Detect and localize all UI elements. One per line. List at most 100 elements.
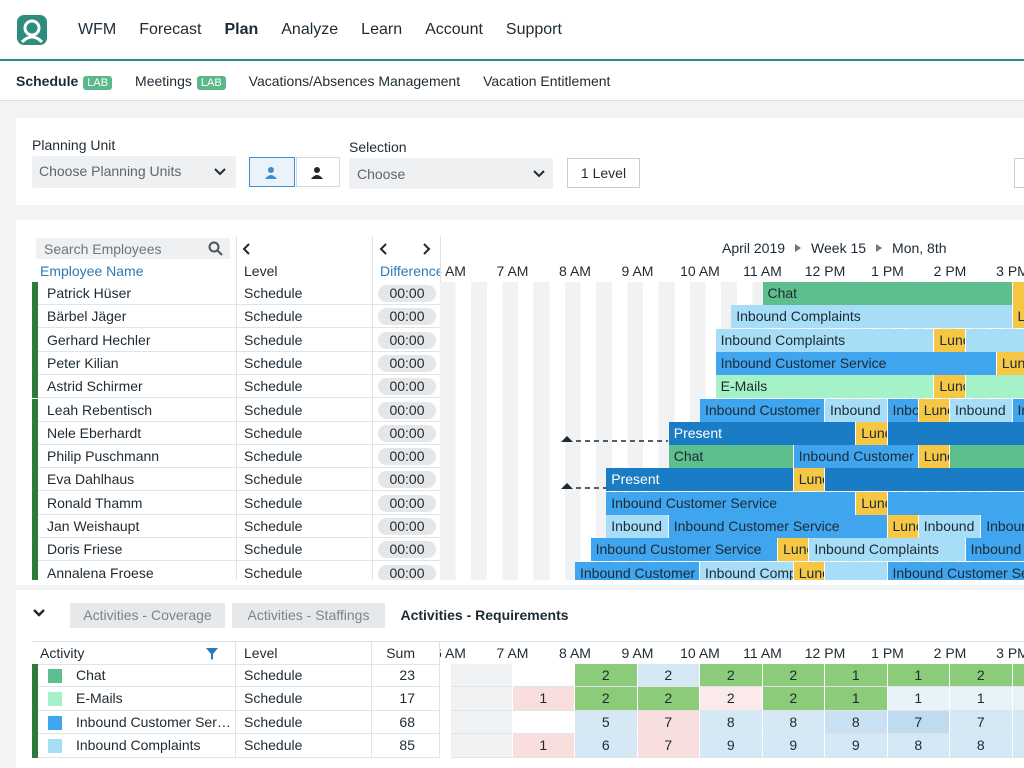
shift-block[interactable]: Lunch <box>996 351 1024 375</box>
sub-tab[interactable]: Schedule LAB <box>16 73 113 90</box>
shift-block[interactable] <box>825 561 888 580</box>
shift-block[interactable]: E-Mails <box>715 375 935 399</box>
shift-block[interactable]: Inbound Complaints <box>731 305 1013 329</box>
shift-block[interactable]: Chat <box>668 445 794 469</box>
requirement-cell: 7 <box>637 734 700 758</box>
shift-block[interactable]: Lunch <box>918 445 950 469</box>
block-label: Lunch <box>783 541 808 558</box>
shift-block[interactable]: Lunch <box>778 538 810 562</box>
shift-block[interactable]: Lunch <box>918 398 950 422</box>
shift-block[interactable]: Inbound Customer Service <box>715 351 997 375</box>
chevron-right[interactable] <box>423 243 431 255</box>
sub-tab[interactable]: Vacations/Absences Management <box>249 73 460 90</box>
tab[interactable]: Activities - Coverage <box>70 603 225 628</box>
level-button[interactable]: 1 Level <box>567 158 640 188</box>
shift-block[interactable]: Inbound <box>887 398 919 422</box>
shift-block[interactable]: Lunch <box>887 515 919 538</box>
nav-item[interactable]: Account <box>425 21 483 38</box>
employee-level: Schedule <box>236 352 372 375</box>
shift-block[interactable]: Inbound Complaints <box>809 538 966 562</box>
tab[interactable]: Activities - Staffings <box>232 603 385 628</box>
shift-block[interactable]: Inbound <box>950 398 1013 422</box>
activity-row: E-Mails Schedule 17 1 2 2 2 2 1 1 1 <box>32 687 1024 711</box>
crumb-item[interactable]: April 2019 <box>722 240 786 256</box>
block-label: Lunch <box>939 331 964 348</box>
shift-block[interactable]: Inbound Customer <box>575 561 700 580</box>
search-icon <box>208 241 223 256</box>
employee-search[interactable]: Search Employees <box>36 238 230 259</box>
shift-block[interactable]: Inbound Customer Service <box>668 515 888 538</box>
nav-item[interactable]: WFM <box>78 21 117 38</box>
shift-block[interactable]: Inbound Customer Service <box>887 561 1024 580</box>
sub-tab[interactable]: Meetings LAB <box>135 73 226 90</box>
shift-block[interactable]: Lunch <box>1012 305 1024 329</box>
tab[interactable]: Activities - Requirements <box>392 603 577 628</box>
shift-block[interactable]: Inbound Complaints <box>715 328 935 352</box>
row-stripe <box>32 664 38 688</box>
cut-button[interactable] <box>1014 158 1024 188</box>
shift-block[interactable] <box>1012 282 1024 305</box>
shift-block[interactable]: Inbound <box>1012 398 1024 422</box>
nav-item[interactable]: Learn <box>361 21 403 38</box>
person-button[interactable] <box>249 157 295 187</box>
activity-cell: Inbound Customer Service <box>38 710 236 735</box>
shift-block[interactable] <box>965 375 1024 399</box>
shift-block[interactable] <box>887 421 1024 445</box>
gantt-row: Chat <box>440 282 1024 305</box>
filter-icon[interactable] <box>206 648 218 660</box>
shift-block[interactable]: Inbound Customer Service <box>606 491 857 515</box>
shift-block[interactable]: Inbound <box>918 515 982 538</box>
nav-item[interactable]: Support <box>505 21 562 38</box>
requirement-cell: 8 <box>825 710 888 735</box>
nav-item[interactable]: Forecast <box>139 21 202 38</box>
row-stripe <box>32 282 38 306</box>
shift-block[interactable]: Inbound <box>825 398 888 422</box>
shift-block[interactable]: Lunch <box>856 421 888 445</box>
shift-block[interactable]: Inbound <box>965 538 1024 562</box>
chevron-left[interactable] <box>379 243 387 255</box>
nav-item[interactable]: Analyze <box>281 21 339 38</box>
crumb-item[interactable]: Mon, 8th <box>892 240 947 256</box>
chevron-left[interactable] <box>242 243 250 255</box>
planning-unit-select[interactable]: Choose Planning Units <box>32 156 236 188</box>
crumb-item[interactable]: Week 15 <box>811 240 867 256</box>
block-label: Lunch <box>798 471 824 488</box>
shift-block[interactable]: Inbound Customer <box>793 445 919 469</box>
shift-block[interactable]: Inbound <box>606 515 669 538</box>
main-nav: WFM Forecast Plan Analyze Learn Account Suppor… <box>78 21 562 39</box>
column-header[interactable]: Difference <box>380 263 440 279</box>
shift-block[interactable]: Lunch <box>793 561 825 580</box>
shift-block[interactable]: Inbound Complaints <box>700 561 794 580</box>
collapse-chevron[interactable] <box>32 607 46 619</box>
shift-block[interactable]: Present <box>606 468 794 492</box>
nav-item[interactable]: Plan <box>224 21 259 38</box>
icon-part <box>314 167 320 173</box>
requirement-cell: 2 <box>700 687 763 711</box>
requirement-cell: 2 <box>762 687 825 711</box>
person-filter-button[interactable] <box>296 157 340 187</box>
employee-level: Schedule <box>236 515 372 538</box>
shift-block[interactable]: Lunch <box>793 468 825 492</box>
shift-block[interactable]: Inbound Customer Service <box>590 538 779 562</box>
shift-block[interactable]: Chat <box>762 282 1013 305</box>
activity-level: Schedule <box>236 664 372 688</box>
shift-block[interactable]: Lunch <box>934 328 966 352</box>
shift-block[interactable]: Present <box>668 421 857 445</box>
shift-block[interactable] <box>950 445 1024 469</box>
difference-cell: 00:00 <box>372 422 440 445</box>
shift-block[interactable] <box>965 328 1024 352</box>
shift-block[interactable]: Lunch <box>856 491 888 515</box>
requirement-cell: 8 <box>950 734 1013 758</box>
logo[interactable] <box>16 14 48 46</box>
shift-block[interactable] <box>825 468 1024 492</box>
requirement-cell: 2 <box>637 687 700 711</box>
shift-block[interactable] <box>887 491 1024 515</box>
employee-name: Annalena Froese <box>38 562 236 580</box>
shift-block[interactable]: Lunch <box>934 375 966 399</box>
selection-select[interactable]: Choose <box>349 158 553 189</box>
shift-block[interactable]: Inbound <box>981 515 1024 538</box>
column-header[interactable]: Employee Name <box>40 263 144 279</box>
shift-block[interactable]: Inbound Customer <box>700 398 825 422</box>
sub-tab[interactable]: Vacation Entitlement <box>483 73 610 90</box>
